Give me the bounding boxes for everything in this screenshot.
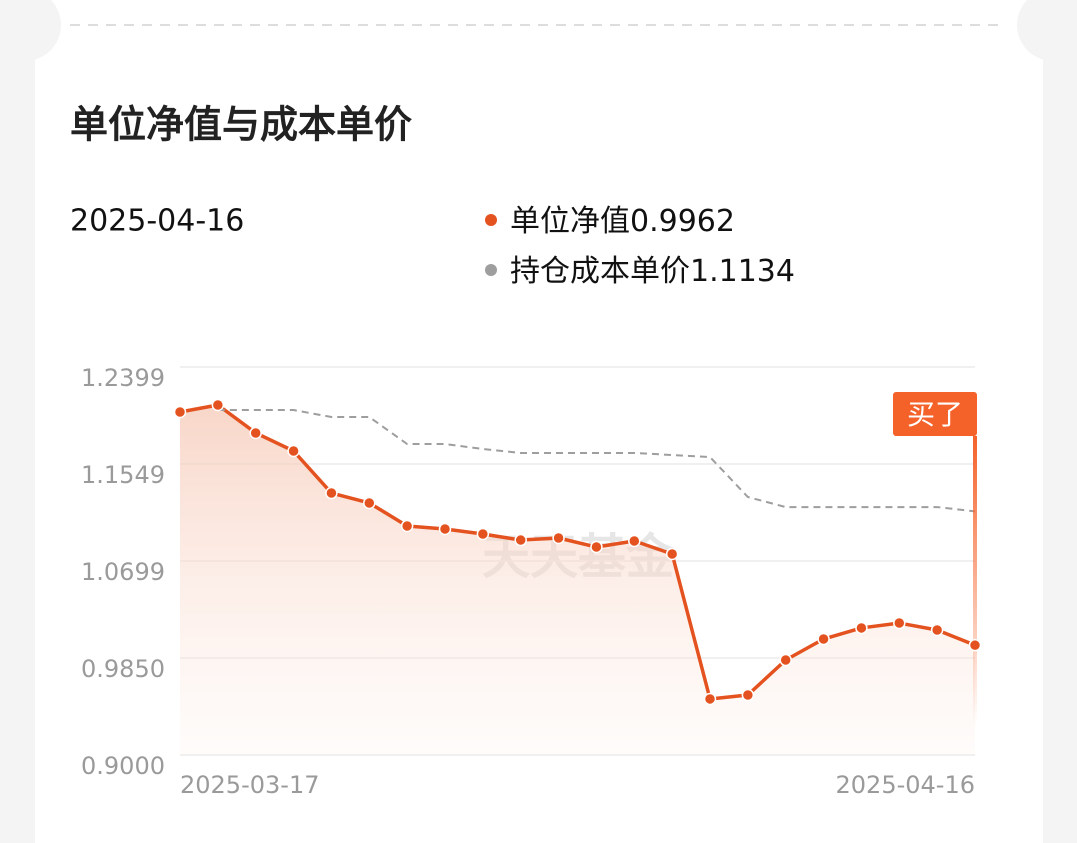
y-tick-label: 1.0699	[81, 558, 165, 586]
point	[211, 398, 225, 412]
legend-value: 0.9962	[630, 204, 735, 239]
point	[855, 621, 868, 635]
point	[400, 519, 414, 533]
x-tick-label: 2025-03-17	[180, 771, 319, 799]
point	[173, 405, 187, 419]
point	[476, 527, 490, 541]
legend-dot	[485, 264, 497, 276]
point	[363, 496, 376, 510]
line	[179, 403, 976, 701]
point	[628, 534, 641, 548]
annotation-text: 买了	[907, 398, 963, 431]
annotation-tag	[893, 392, 977, 436]
notch	[1017, 0, 1077, 61]
point	[893, 616, 906, 630]
notch	[0, 0, 61, 61]
legend-value: 1.1134	[690, 254, 795, 289]
point	[514, 533, 527, 547]
y-tick-label: 1.2399	[81, 364, 165, 392]
point	[287, 444, 300, 458]
point	[930, 623, 944, 637]
current-date: 2025-04-16	[70, 204, 244, 239]
line	[217, 409, 976, 513]
point	[741, 688, 755, 702]
annotation-line	[973, 436, 977, 726]
point	[552, 531, 565, 545]
point	[968, 638, 982, 652]
point	[590, 540, 603, 554]
x-tick-label: 2025-04-16	[836, 771, 975, 799]
legend-name: 单位净值	[510, 204, 630, 239]
point	[817, 632, 830, 646]
y-tick-label: 0.9000	[81, 752, 165, 780]
area	[180, 405, 975, 755]
point	[779, 653, 792, 667]
legend-entry: 单位净值0.9962	[510, 204, 735, 239]
y-tick-label: 0.9850	[81, 655, 165, 683]
point	[703, 692, 717, 706]
chart-title: 单位净值与成本单价	[70, 103, 412, 147]
point	[665, 547, 679, 561]
legend-name: 持仓成本单价	[510, 254, 690, 289]
point	[438, 522, 452, 536]
y-tick-label: 1.1549	[81, 461, 165, 489]
point	[325, 486, 338, 500]
point	[249, 426, 262, 440]
legend-dot	[485, 214, 497, 226]
legend-entry: 持仓成本单价1.1134	[510, 254, 795, 289]
